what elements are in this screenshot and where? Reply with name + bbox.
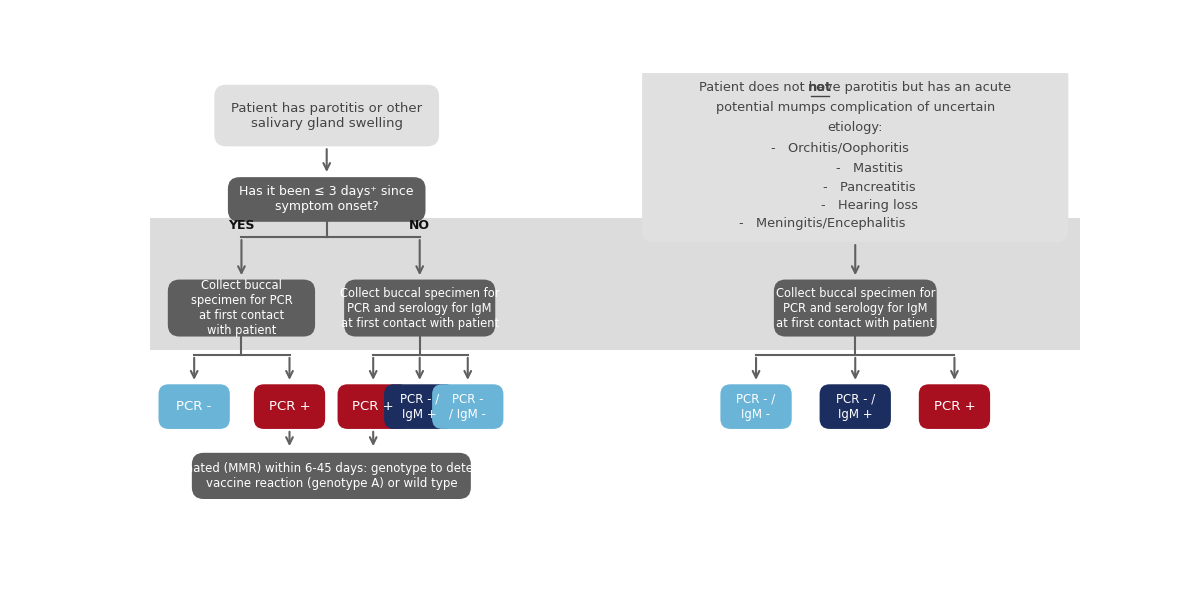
Text: PCR - /
IgM +: PCR - / IgM +: [400, 393, 439, 421]
FancyBboxPatch shape: [384, 384, 455, 429]
FancyBboxPatch shape: [192, 453, 470, 499]
Text: PCR -
/ IgM -: PCR - / IgM -: [449, 393, 486, 421]
Text: Collect buccal specimen for
PCR and serology for IgM
at first contact with patie: Collect buccal specimen for PCR and sero…: [340, 287, 499, 329]
Text: PCR - /
IgM +: PCR - / IgM +: [835, 393, 875, 421]
FancyBboxPatch shape: [158, 384, 230, 429]
FancyBboxPatch shape: [344, 279, 496, 337]
Text: not: not: [808, 81, 832, 93]
Text: -   Meningitis/Encephalitis: - Meningitis/Encephalitis: [739, 217, 906, 230]
Text: PCR +: PCR +: [934, 400, 976, 413]
Text: -   Orchitis/Oophoritis: - Orchitis/Oophoritis: [770, 142, 908, 155]
Text: -   Hearing loss: - Hearing loss: [821, 199, 918, 212]
Text: If vaccinated (MMR) within 6-45 days: genotype to determine if
vaccine reaction : If vaccinated (MMR) within 6-45 days: ge…: [144, 462, 518, 490]
FancyBboxPatch shape: [337, 384, 409, 429]
Text: etiology:: etiology:: [828, 121, 883, 134]
FancyBboxPatch shape: [168, 279, 316, 337]
FancyBboxPatch shape: [774, 279, 937, 337]
Text: -   Pancreatitis: - Pancreatitis: [823, 181, 916, 193]
Text: Collect buccal specimen for
PCR and serology for IgM
at first contact with patie: Collect buccal specimen for PCR and sero…: [775, 287, 935, 329]
FancyBboxPatch shape: [432, 384, 504, 429]
Text: -   Mastitis: - Mastitis: [835, 162, 902, 175]
Text: Patient does not have parotitis but has an acute: Patient does not have parotitis but has …: [700, 81, 1012, 93]
Text: Has it been ≤ 3 days⁺ since
symptom onset?: Has it been ≤ 3 days⁺ since symptom onse…: [240, 185, 414, 214]
Text: potential mumps complication of uncertain: potential mumps complication of uncertai…: [715, 101, 995, 114]
Text: PCR - /
IgM -: PCR - / IgM -: [737, 393, 775, 421]
Text: PCR +: PCR +: [269, 400, 311, 413]
Text: Patient has parotitis or other
salivary gland swelling: Patient has parotitis or other salivary …: [232, 101, 422, 129]
Text: PCR -: PCR -: [176, 400, 212, 413]
FancyBboxPatch shape: [215, 85, 439, 146]
Text: NO: NO: [409, 219, 431, 232]
FancyBboxPatch shape: [720, 384, 792, 429]
Text: YES: YES: [228, 219, 254, 232]
FancyBboxPatch shape: [820, 384, 890, 429]
Text: PCR +: PCR +: [353, 400, 394, 413]
FancyBboxPatch shape: [254, 384, 325, 429]
FancyBboxPatch shape: [228, 177, 426, 222]
FancyBboxPatch shape: [642, 61, 1068, 242]
Text: Collect buccal
specimen for PCR
at first contact
with patient: Collect buccal specimen for PCR at first…: [191, 279, 293, 337]
FancyBboxPatch shape: [919, 384, 990, 429]
Bar: [150, 218, 1080, 350]
